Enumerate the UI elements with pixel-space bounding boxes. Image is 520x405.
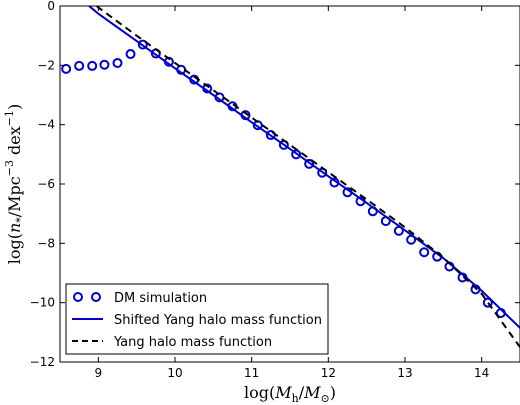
legend-label-shifted-yang: Shifted Yang halo mass function bbox=[114, 313, 322, 328]
x-tick-label: 14 bbox=[474, 366, 489, 380]
series-layer bbox=[61, 6, 520, 348]
legend-marker-dm-simulation bbox=[73, 292, 83, 302]
y-tick-label: −10 bbox=[30, 296, 55, 310]
legend-label-dm-simulation: DM simulation bbox=[114, 291, 207, 306]
legend-marker-dm-simulation bbox=[91, 292, 101, 302]
y-tick-label: −4 bbox=[37, 118, 55, 132]
data-point-dm-simulation bbox=[419, 247, 430, 258]
data-point-dm-simulation bbox=[137, 39, 148, 50]
data-point-dm-simulation bbox=[99, 59, 110, 70]
x-tick-label: 13 bbox=[397, 366, 412, 380]
data-point-dm-simulation bbox=[112, 57, 123, 68]
data-point-dm-simulation bbox=[61, 63, 72, 74]
y-tick-label: −6 bbox=[37, 177, 55, 191]
y-tick-label: −12 bbox=[30, 355, 55, 369]
series-line-yang-halo-mass-function bbox=[96, 6, 520, 348]
x-tick-label: 10 bbox=[167, 366, 182, 380]
x-tick-label: 9 bbox=[95, 366, 103, 380]
y-axis-label: log(n*/Mpc−3 dex−1) bbox=[3, 104, 27, 265]
data-point-dm-simulation bbox=[74, 60, 85, 71]
data-point-dm-simulation bbox=[87, 60, 98, 71]
data-point-dm-simulation bbox=[482, 297, 493, 308]
y-tick-label: 0 bbox=[47, 0, 55, 13]
x-tick-label: 12 bbox=[321, 366, 336, 380]
y-tick-label: −8 bbox=[37, 236, 55, 250]
x-tick-label: 11 bbox=[244, 366, 259, 380]
y-tick-label: −2 bbox=[37, 58, 55, 72]
data-point-dm-simulation bbox=[304, 158, 315, 169]
legend-box bbox=[65, 283, 329, 355]
data-point-dm-simulation bbox=[125, 49, 136, 60]
legend: DM simulation Shifted Yang halo mass fun… bbox=[65, 283, 329, 355]
series-line-shifted-yang-halo-mass-function bbox=[88, 6, 520, 329]
legend-label-yang: Yang halo mass function bbox=[113, 335, 272, 350]
x-axis-label: log(Mh/M⊙) bbox=[244, 383, 336, 405]
